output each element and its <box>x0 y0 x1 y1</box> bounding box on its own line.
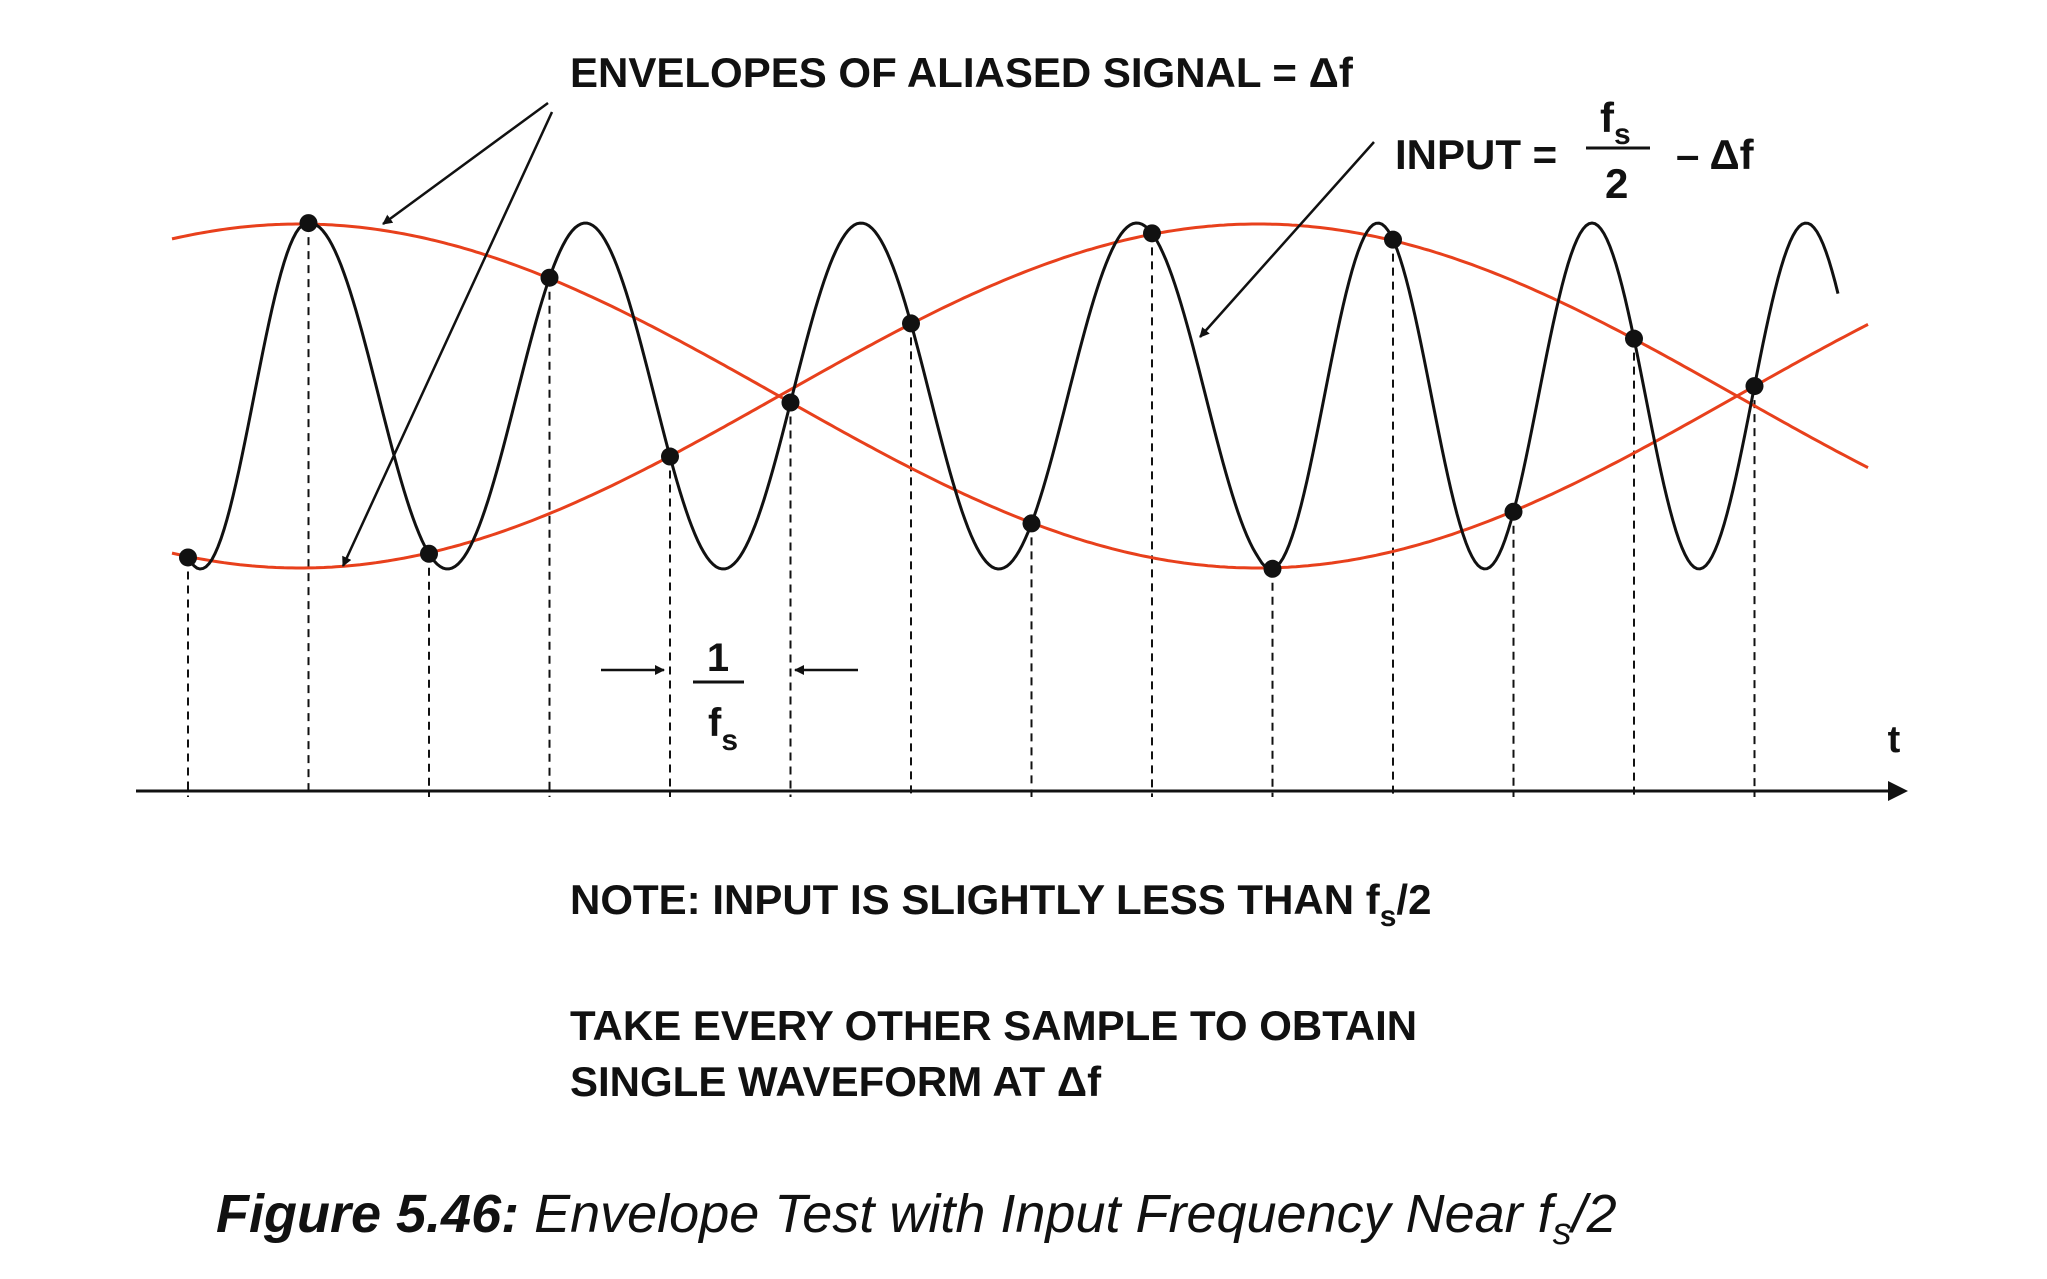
sample-dot <box>1745 377 1764 396</box>
note-take-every-other-line2: SINGLE WAVEFORM AT Δf <box>570 1058 1102 1105</box>
sample-dot <box>1022 514 1041 533</box>
sample-dot <box>179 548 197 567</box>
input-fraction-numerator: fs <box>1600 94 1631 151</box>
figure-caption-number: Figure 5.46: <box>216 1184 519 1244</box>
envelope-arrow-lower <box>341 111 554 567</box>
note-take-every-other-line1: TAKE EVERY OTHER SAMPLE TO OBTAIN <box>570 1002 1417 1049</box>
axis-label-t: t <box>1888 719 1901 761</box>
time-axis <box>136 781 1908 801</box>
input-arrow <box>1199 141 1375 338</box>
sample-dot <box>420 544 438 563</box>
sample-dot <box>661 447 679 466</box>
envelopes-label: ENVELOPES OF ALIASED SIGNAL = Δf <box>570 49 1354 96</box>
envelope-curve-upper-start <box>171 222 1869 570</box>
input-label: INPUT = <box>1395 131 1557 178</box>
figure-caption: Figure 5.46: Envelope Test with Input Fr… <box>216 1184 1617 1253</box>
sample-dot <box>299 214 318 233</box>
sample-dot <box>1504 502 1523 521</box>
interval-denominator-f: f <box>708 701 722 745</box>
sample-dot <box>540 268 559 287</box>
interval-numerator: 1 <box>707 636 729 680</box>
envelope-curve-lower-start <box>171 222 1869 570</box>
sample-dot <box>1384 230 1402 249</box>
axis-arrow-icon <box>1888 781 1908 801</box>
sample-dot <box>1625 329 1643 348</box>
interval-denominator: fs <box>708 701 738 757</box>
input-numerator-f: f <box>1600 94 1615 141</box>
input-numerator-sub: s <box>1614 118 1631 151</box>
sample-dot <box>1263 559 1282 578</box>
sample-dot <box>1143 224 1161 243</box>
input-waveform <box>186 221 1840 571</box>
sample-dot <box>781 393 800 412</box>
sample-dot <box>902 314 920 333</box>
sample-interval-marker: 1 fs <box>601 636 858 757</box>
sample-lines <box>187 223 1756 797</box>
sample-dots <box>179 214 1764 578</box>
envelope-arrow-upper <box>382 101 549 226</box>
interval-denominator-sub: s <box>721 724 738 757</box>
input-label-suffix: – Δf <box>1676 131 1755 178</box>
note-input-less: NOTE: INPUT IS SLIGHTLY LESS THAN fs/2 <box>570 876 1431 933</box>
input-fraction-denominator: 2 <box>1605 160 1628 207</box>
